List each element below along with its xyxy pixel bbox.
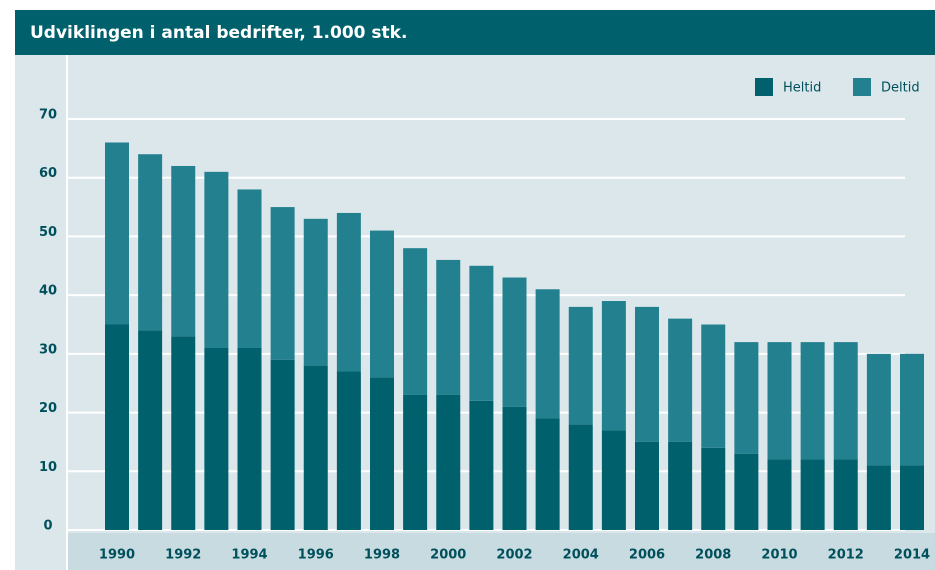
bar-segment bbox=[204, 171, 229, 348]
x-tick-label: 2006 bbox=[629, 548, 665, 563]
bar-segment bbox=[767, 342, 792, 460]
y-tick-label: 70 bbox=[39, 108, 57, 123]
y-tick-label: 10 bbox=[39, 460, 57, 475]
legend-label: Deltid bbox=[881, 81, 920, 96]
bar-segment bbox=[502, 277, 527, 407]
bar-segment bbox=[635, 441, 659, 530]
legend-label: Heltid bbox=[783, 81, 821, 96]
bar-segment bbox=[833, 459, 858, 530]
x-tick-label: 1996 bbox=[298, 548, 334, 563]
bar-segment bbox=[668, 318, 693, 442]
bar-segment bbox=[568, 306, 593, 425]
bar-segment bbox=[303, 365, 328, 530]
y-tick-label: 20 bbox=[39, 401, 57, 416]
bar-segment bbox=[734, 342, 759, 454]
bar-segment bbox=[866, 465, 891, 530]
bar-segment bbox=[601, 301, 626, 431]
bar-segment bbox=[303, 218, 328, 366]
bar-segment bbox=[138, 154, 163, 331]
bar-segment bbox=[336, 371, 361, 530]
legend-swatch bbox=[853, 78, 871, 96]
bar-segment bbox=[601, 430, 626, 530]
bar-segment bbox=[900, 353, 924, 466]
bar-segment bbox=[403, 394, 428, 530]
bar-segment bbox=[701, 447, 726, 530]
x-tick-label: 2000 bbox=[430, 548, 466, 563]
x-tick-label: 1992 bbox=[165, 548, 201, 563]
bar-segment bbox=[734, 453, 759, 530]
bar-segment bbox=[171, 336, 196, 530]
legend-swatch bbox=[755, 78, 773, 96]
bar-segment bbox=[105, 142, 129, 325]
bar-segment bbox=[370, 230, 394, 378]
bar-segment bbox=[403, 248, 428, 395]
x-tick-label: 2008 bbox=[695, 548, 731, 563]
bar-segment bbox=[535, 289, 560, 419]
y-tick-label: 40 bbox=[39, 284, 57, 299]
bar-segment bbox=[370, 377, 394, 530]
bar-segment bbox=[237, 189, 262, 348]
x-tick-label: 2010 bbox=[761, 548, 797, 563]
bar-segment bbox=[204, 347, 229, 530]
bar-segment bbox=[701, 324, 726, 448]
bar-segment bbox=[568, 424, 593, 530]
bar-segment bbox=[800, 459, 825, 530]
bar-segment bbox=[436, 259, 461, 395]
bar-segment bbox=[668, 441, 693, 530]
bar-segment bbox=[767, 459, 792, 530]
bar-segment bbox=[436, 394, 461, 530]
y-tick-label: 30 bbox=[39, 342, 57, 357]
bar-segment bbox=[469, 400, 494, 530]
bar-segment bbox=[800, 342, 825, 460]
y-tick-label: 60 bbox=[39, 166, 57, 181]
bar-segment bbox=[336, 212, 361, 372]
chart-title: Udviklingen i antal bedrifter, 1.000 stk… bbox=[30, 23, 407, 43]
x-tick-label: 1990 bbox=[99, 548, 135, 563]
bar-segment bbox=[900, 465, 924, 530]
bar-segment bbox=[237, 347, 262, 530]
x-tick-label: 1998 bbox=[364, 548, 400, 563]
bar-segment bbox=[866, 353, 891, 466]
bar-segment bbox=[171, 165, 196, 337]
bar-segment bbox=[270, 359, 295, 530]
x-axis-band bbox=[68, 533, 935, 570]
y-tick-label: 50 bbox=[39, 225, 57, 240]
x-tick-label: 2014 bbox=[894, 548, 930, 563]
bar-segment bbox=[469, 265, 494, 401]
bar-segment bbox=[138, 330, 163, 530]
x-tick-label: 2012 bbox=[828, 548, 864, 563]
y-tick-label: 0 bbox=[43, 519, 52, 534]
bar-segment bbox=[105, 324, 129, 530]
title-bar bbox=[15, 10, 935, 55]
bar-segment bbox=[270, 207, 295, 360]
bar-segment bbox=[535, 418, 560, 530]
x-tick-label: 1994 bbox=[231, 548, 267, 563]
bar-segment bbox=[833, 342, 858, 460]
bar-segment bbox=[502, 406, 527, 530]
x-tick-label: 2004 bbox=[563, 548, 599, 563]
bar-segment bbox=[635, 306, 659, 442]
x-tick-label: 2002 bbox=[496, 548, 532, 563]
